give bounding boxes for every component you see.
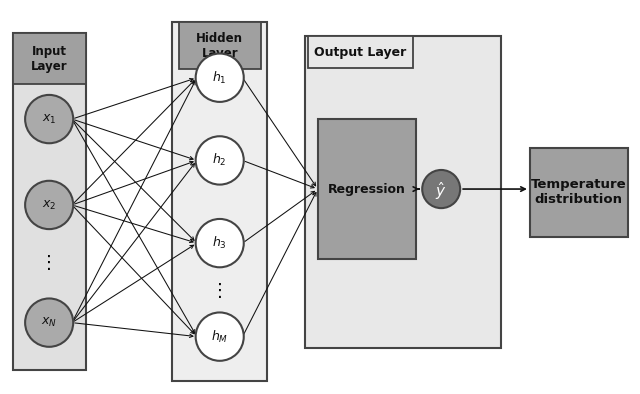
- Circle shape: [196, 219, 244, 267]
- Text: $h_M$: $h_M$: [211, 329, 228, 345]
- Text: $x_1$: $x_1$: [42, 113, 56, 126]
- Text: $x_N$: $x_N$: [41, 316, 57, 329]
- Text: $h_2$: $h_2$: [212, 152, 227, 169]
- Circle shape: [422, 170, 460, 208]
- Bar: [13, 33, 86, 370]
- Text: Regression: Regression: [328, 182, 406, 195]
- Text: Temperature
distribution: Temperature distribution: [531, 178, 627, 206]
- Text: Output Layer: Output Layer: [314, 46, 406, 59]
- Text: ⋮: ⋮: [211, 282, 228, 300]
- Circle shape: [196, 54, 244, 102]
- Text: ⋮: ⋮: [40, 255, 58, 273]
- Circle shape: [25, 95, 73, 143]
- Bar: [530, 148, 628, 237]
- Bar: [308, 36, 413, 68]
- Circle shape: [196, 312, 244, 361]
- Text: $x_2$: $x_2$: [42, 199, 56, 212]
- Bar: [305, 36, 501, 348]
- Bar: [172, 22, 267, 381]
- Text: $h_1$: $h_1$: [212, 70, 227, 86]
- Text: $\hat{y}$: $\hat{y}$: [435, 180, 447, 202]
- Circle shape: [25, 299, 73, 347]
- Circle shape: [196, 136, 244, 185]
- Bar: [318, 119, 416, 259]
- Text: $h_3$: $h_3$: [212, 235, 227, 251]
- Bar: [13, 33, 86, 84]
- Circle shape: [25, 181, 73, 229]
- Text: Input
Layer: Input Layer: [31, 45, 67, 72]
- Bar: [179, 22, 261, 69]
- Text: Hidden
Layer: Hidden Layer: [196, 32, 243, 59]
